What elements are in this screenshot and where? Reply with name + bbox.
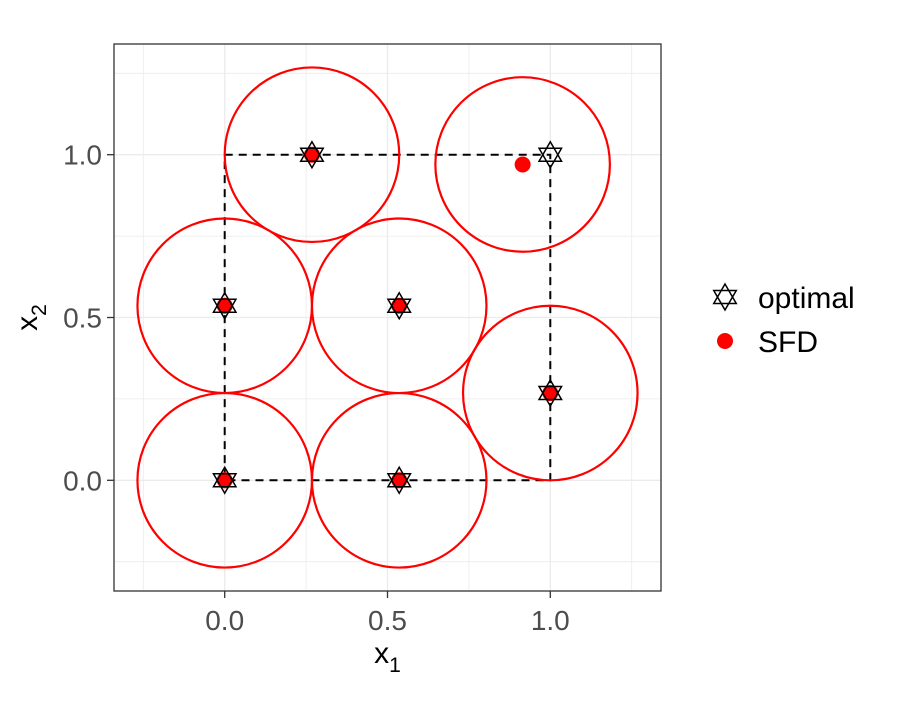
optimal-point (212, 291, 238, 321)
y-tick-label: 0.0 (63, 465, 102, 496)
x-axis-title: x1 (374, 637, 401, 677)
legend-key-optimal (712, 282, 738, 312)
optimal-points (212, 140, 563, 495)
y-axis-title: x2 (11, 304, 51, 331)
sfd-point (542, 385, 559, 402)
x-tick-label: 0.0 (205, 605, 244, 636)
y-tick-label: 1.0 (63, 140, 102, 171)
legend-label: optimal (758, 282, 855, 315)
optimal-point (212, 465, 238, 495)
optimal-point (537, 140, 563, 170)
circle-layer (136, 66, 639, 569)
x-tick-label: 0.5 (368, 605, 407, 636)
legend: optimal SFD (712, 282, 855, 359)
x-tick-label: 1.0 (531, 605, 570, 636)
legend-item-sfd: SFD (717, 326, 818, 359)
x-axis-title-main: x (374, 637, 389, 670)
sfd-point (216, 297, 233, 314)
sfd-point (216, 472, 233, 489)
grid (114, 44, 661, 591)
coverage-circle (223, 66, 401, 244)
coverage-circle (310, 391, 488, 569)
coverage-circle (434, 76, 611, 253)
sfd-point (391, 297, 408, 314)
x-axis-title-subscript: 1 (389, 654, 401, 677)
y-axis-title-subscript: 2 (28, 304, 51, 316)
optimal-point (299, 140, 325, 170)
sfd-point (514, 156, 531, 173)
optimal-point (537, 378, 563, 408)
legend-label: SFD (758, 326, 818, 359)
sfd-point (303, 146, 320, 163)
sfd-points (216, 146, 559, 489)
coverage-circle (461, 304, 639, 482)
legend-item-optimal: optimal (712, 282, 855, 315)
axes: 0.0 0.5 1.0 0.0 0.5 1.0 (63, 140, 570, 636)
optimal-point (386, 465, 412, 495)
y-axis-title-main: x (11, 316, 44, 331)
legend-key-sfd (717, 333, 733, 349)
sfd-point (391, 472, 408, 489)
optimal-point (386, 291, 412, 321)
y-tick-label: 0.5 (63, 303, 102, 334)
plot-layer (136, 66, 639, 569)
